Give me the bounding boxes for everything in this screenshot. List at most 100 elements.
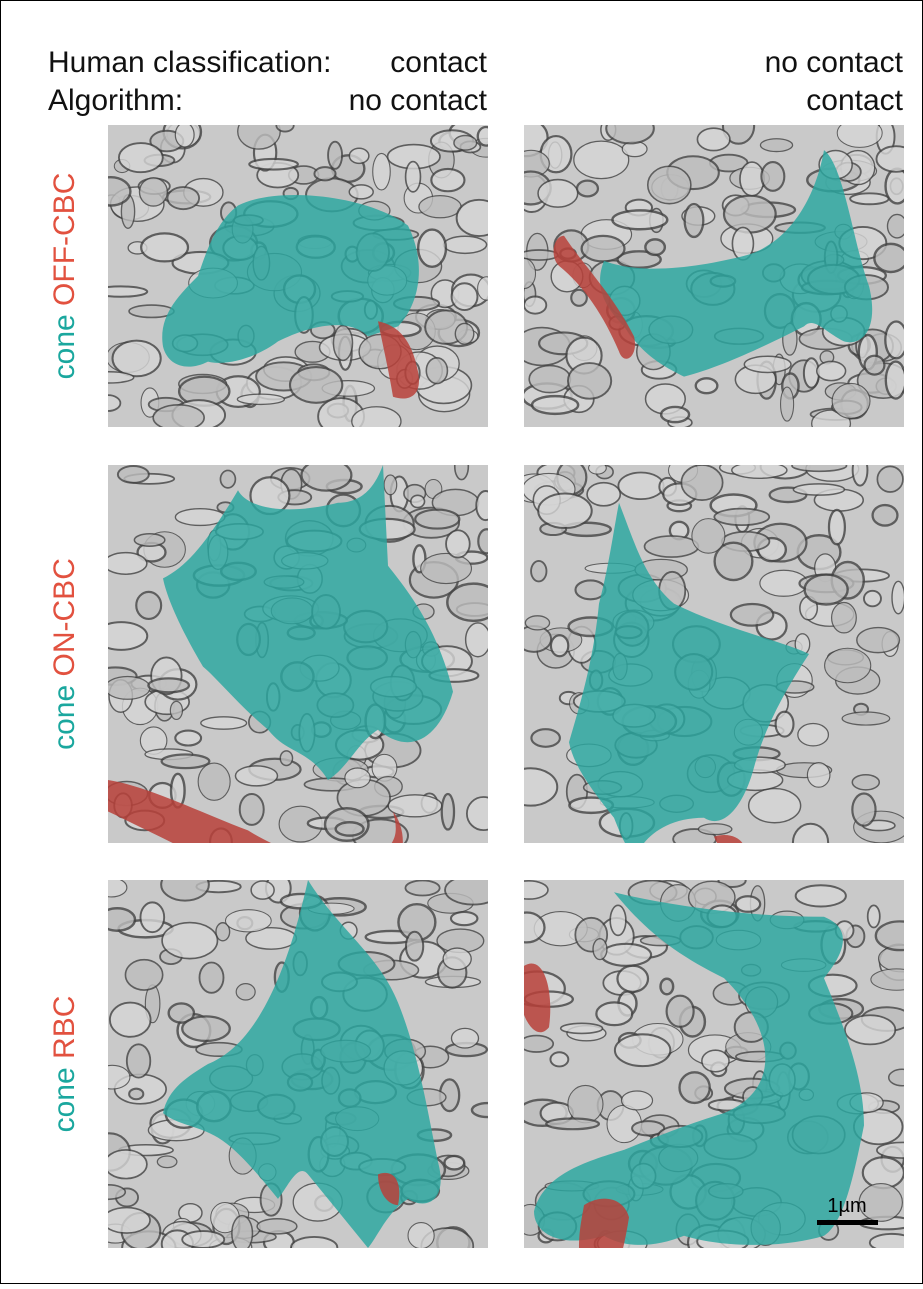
cell-name: cone [48, 1067, 81, 1132]
membrane [827, 508, 846, 546]
membrane [167, 1002, 196, 1024]
membrane [449, 910, 479, 927]
membrane [537, 178, 579, 208]
membrane [831, 382, 871, 420]
membrane [697, 823, 733, 836]
membrane [275, 125, 295, 133]
membrane [332, 324, 354, 362]
membrane [609, 904, 627, 937]
membrane [224, 909, 272, 933]
membrane [567, 362, 613, 400]
membrane [313, 166, 337, 182]
membrane [160, 753, 211, 770]
membrane [713, 507, 771, 527]
membrane [524, 1034, 555, 1053]
membrane [678, 1071, 711, 1105]
membrane [327, 140, 344, 170]
scale-bar: 1µm [817, 1195, 878, 1225]
membrane [160, 880, 210, 902]
membrane [147, 677, 191, 694]
membrane [108, 880, 128, 898]
header-value: contact [390, 46, 487, 79]
panels [108, 125, 904, 1248]
em-panel [108, 465, 488, 843]
membrane [888, 1068, 904, 1087]
membrane [116, 465, 150, 484]
membrane [174, 508, 226, 527]
membrane [445, 529, 471, 559]
membrane [739, 161, 765, 197]
membrane [443, 1154, 466, 1171]
membrane [108, 1149, 148, 1180]
membrane [545, 1117, 601, 1131]
membrane [588, 465, 607, 475]
membrane [181, 1015, 231, 1043]
membrane [450, 282, 479, 312]
membrane [868, 1232, 904, 1248]
membrane [139, 901, 166, 934]
membrane [108, 1001, 152, 1038]
membrane [815, 360, 847, 382]
membrane [863, 354, 886, 376]
membrane [729, 602, 775, 627]
membrane [442, 947, 472, 971]
panel-content [524, 880, 904, 1248]
membrane [871, 503, 899, 527]
membrane [617, 471, 665, 501]
membrane [234, 765, 279, 787]
em-panel [108, 125, 488, 427]
membrane [442, 235, 488, 255]
membrane [824, 647, 872, 684]
membrane [876, 465, 904, 493]
membrane [665, 994, 695, 1028]
membrane [465, 796, 488, 832]
membrane [592, 937, 608, 961]
partner-segment [714, 835, 743, 843]
membrane [870, 968, 904, 991]
membrane [108, 1184, 127, 1201]
membrane [236, 393, 286, 406]
membrane [135, 590, 163, 621]
membrane [530, 728, 561, 748]
membrane [450, 1027, 480, 1049]
membrane [851, 792, 877, 827]
cone-segment [162, 195, 419, 367]
membrane [334, 821, 365, 837]
membrane [694, 377, 719, 395]
membrane [659, 405, 691, 424]
partner-name: OFF-CBC [48, 173, 81, 306]
membrane [174, 729, 203, 747]
membrane [372, 152, 391, 191]
membrane [108, 285, 149, 298]
membrane [477, 528, 488, 555]
membrane [791, 465, 848, 473]
membrane [238, 793, 265, 826]
cone-segment [534, 892, 864, 1245]
membrane [836, 125, 883, 148]
membrane [425, 356, 449, 385]
membrane [680, 465, 724, 502]
membrane [198, 961, 225, 994]
membrane [643, 535, 700, 558]
membrane [124, 958, 164, 991]
membrane [549, 634, 570, 658]
membrane [108, 675, 151, 700]
membrane [108, 394, 122, 412]
membrane [595, 1001, 634, 1027]
membrane [418, 194, 462, 219]
membrane [743, 355, 792, 374]
membrane [524, 880, 549, 900]
membrane [140, 232, 190, 263]
membrane [219, 469, 237, 489]
scale-bar-line [817, 1220, 878, 1225]
membrane [348, 184, 374, 200]
membrane [108, 1064, 131, 1090]
membrane [841, 711, 891, 726]
membrane [567, 1084, 604, 1124]
membrane [524, 767, 559, 807]
membrane [780, 386, 795, 422]
membrane [383, 474, 398, 496]
partner-name: ON-CBC [48, 558, 81, 676]
membrane [530, 559, 548, 583]
